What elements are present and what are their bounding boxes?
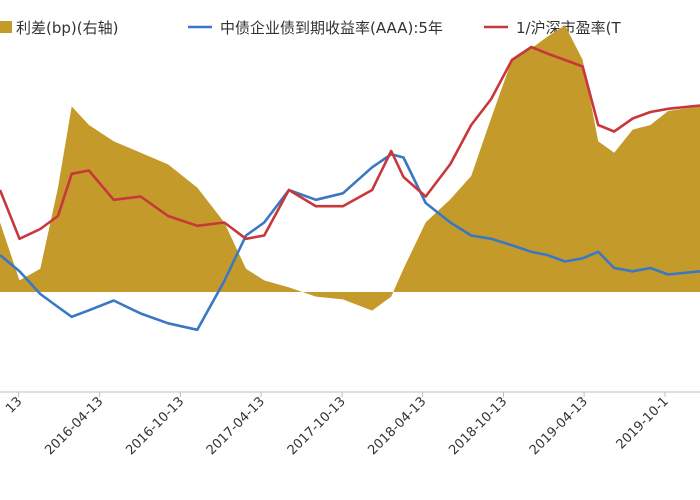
series-area-spread bbox=[0, 25, 700, 311]
series-line-yield bbox=[0, 153, 700, 332]
series-line-ep bbox=[0, 45, 700, 241]
x-tick-label: 2019-10-1 bbox=[614, 394, 672, 452]
x-tick-label: 13 bbox=[3, 394, 25, 416]
x-tick-label: 2018-04-13 bbox=[365, 394, 429, 458]
x-tick-label: 2016-10-13 bbox=[123, 394, 187, 458]
legend-label-spread: 利差(bp)(右轴) bbox=[16, 19, 118, 37]
legend-label-ep: 1/沪深市盈率(T bbox=[516, 19, 621, 37]
x-tick-label: 2019-04-13 bbox=[527, 394, 591, 458]
x-axis-ticks: 13 2016-04-13 2016-10-13 2017-04-13 2017-10-… bbox=[3, 392, 672, 458]
x-tick-label: 2016-04-13 bbox=[42, 394, 106, 458]
legend: 利差(bp)(右轴) 中债企业债到期收益率(AAA):5年 1/沪深市盈率(T bbox=[0, 19, 621, 37]
x-tick-label: 2017-10-13 bbox=[285, 394, 349, 458]
plot-area bbox=[0, 25, 700, 332]
legend-swatch-spread bbox=[0, 21, 12, 33]
legend-label-yield: 中债企业债到期收益率(AAA):5年 bbox=[220, 19, 443, 37]
x-tick-label: 2017-04-13 bbox=[204, 394, 268, 458]
x-tick-label: 2018-10-13 bbox=[446, 394, 510, 458]
